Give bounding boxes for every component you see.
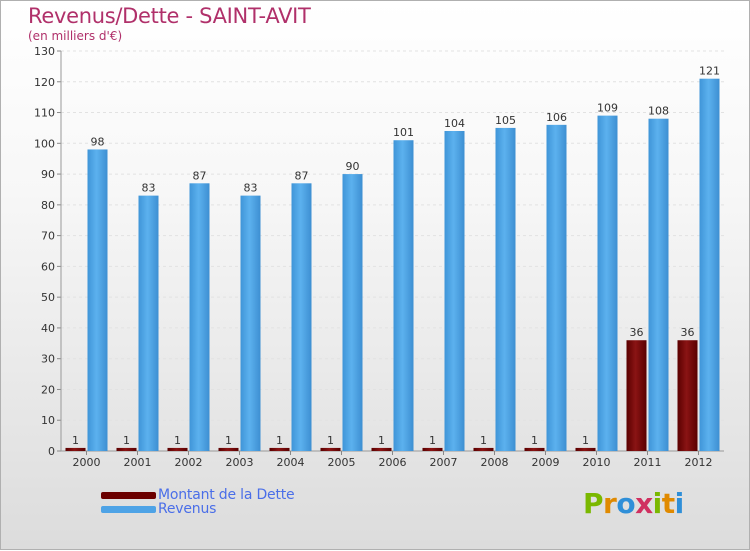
- y-tick-label: 120: [34, 76, 55, 89]
- data-label-revenus-2002: 87: [193, 169, 207, 182]
- data-label-revenus-2011: 108: [648, 105, 669, 118]
- y-tick-label: 90: [41, 168, 55, 181]
- bar-dette-2003: [218, 447, 239, 451]
- y-tick-label: 20: [41, 383, 55, 396]
- y-tick-label: 40: [41, 322, 55, 335]
- bar-revenus-2008: [495, 127, 516, 451]
- data-label-dette-2007: 1: [429, 434, 436, 447]
- bar-revenus-2010: [597, 115, 618, 451]
- y-tick-label: 100: [34, 137, 55, 150]
- x-tick-label-2000: 2000: [73, 456, 101, 469]
- data-label-revenus-2005: 90: [346, 160, 360, 173]
- x-tick-label-2005: 2005: [328, 456, 356, 469]
- x-tick-label-2007: 2007: [430, 456, 458, 469]
- data-label-revenus-2004: 87: [295, 169, 309, 182]
- legend-item-revenus: Revenus: [101, 501, 216, 517]
- bar-revenus-2007: [444, 131, 465, 451]
- data-label-dette-2001: 1: [123, 434, 130, 447]
- legend-item-dette: Montant de la Dette: [101, 487, 295, 503]
- bar-revenus-2001: [138, 195, 159, 451]
- bar-revenus-2002: [189, 183, 210, 452]
- data-label-dette-2011: 36: [630, 326, 644, 339]
- bar-dette-2009: [524, 447, 545, 451]
- bar-dette-2011: [626, 340, 647, 451]
- bar-dette-2007: [422, 447, 443, 451]
- y-tick-label: 0: [48, 445, 55, 458]
- bar-dette-2010: [575, 447, 596, 451]
- bar-dette-2005: [320, 447, 341, 451]
- bar-revenus-2005: [342, 174, 363, 452]
- y-tick-label: 60: [41, 260, 55, 273]
- x-tick-label-2006: 2006: [379, 456, 407, 469]
- data-label-dette-2005: 1: [327, 434, 334, 447]
- y-tick-label: 30: [41, 353, 55, 366]
- x-tick-label-2012: 2012: [685, 456, 713, 469]
- data-label-revenus-2012: 121: [699, 65, 720, 78]
- y-tick-label: 50: [41, 291, 55, 304]
- y-tick-label: 10: [41, 414, 55, 427]
- data-label-dette-2008: 1: [480, 434, 487, 447]
- legend-label-revenus: Revenus: [158, 501, 217, 517]
- x-tick-label-2011: 2011: [634, 456, 662, 469]
- bar-dette-2012: [677, 340, 698, 451]
- data-label-dette-2010: 1: [582, 434, 589, 447]
- bar-revenus-2004: [291, 183, 312, 452]
- data-label-dette-2006: 1: [378, 434, 385, 447]
- bar-revenus-2000: [87, 149, 108, 451]
- y-tick-label: 110: [34, 107, 55, 120]
- data-label-revenus-2008: 105: [495, 114, 516, 127]
- legend-label-dette: Montant de la Dette: [158, 487, 295, 503]
- x-tick-label-2003: 2003: [226, 456, 254, 469]
- data-label-dette-2000: 1: [72, 434, 79, 447]
- data-label-revenus-2009: 106: [546, 111, 567, 124]
- x-tick-label-2001: 2001: [124, 456, 152, 469]
- data-label-revenus-2003: 83: [244, 182, 258, 195]
- data-label-dette-2009: 1: [531, 434, 538, 447]
- data-label-dette-2004: 1: [276, 434, 283, 447]
- bar-dette-2008: [473, 447, 494, 451]
- bar-dette-2002: [167, 447, 188, 451]
- y-tick-label: 70: [41, 230, 55, 243]
- chart-subtitle: (en milliers d'€): [28, 29, 123, 43]
- x-tick-label-2009: 2009: [532, 456, 560, 469]
- legend-swatch-dette: [101, 491, 156, 499]
- proxiti-logo: Proxiti: [583, 487, 684, 520]
- bar-revenus-2003: [240, 195, 261, 451]
- bar-dette-2001: [116, 447, 137, 451]
- bar-revenus-2011: [648, 118, 669, 451]
- data-label-revenus-2006: 101: [393, 126, 414, 139]
- chart-title: Revenus/Dette - SAINT-AVIT: [28, 4, 311, 28]
- data-label-revenus-2000: 98: [91, 135, 105, 148]
- data-label-revenus-2010: 109: [597, 102, 618, 115]
- bar-revenus-2012: [699, 78, 720, 451]
- bar-dette-2000: [65, 447, 86, 451]
- x-tick-label-2002: 2002: [175, 456, 203, 469]
- x-tick-label-2004: 2004: [277, 456, 305, 469]
- data-label-dette-2002: 1: [174, 434, 181, 447]
- data-label-dette-2003: 1: [225, 434, 232, 447]
- legend-swatch-revenus: [101, 505, 156, 513]
- y-tick-label: 130: [34, 45, 55, 58]
- bar-revenus-2009: [546, 124, 567, 451]
- data-label-revenus-2007: 104: [444, 117, 465, 130]
- x-tick-label-2010: 2010: [583, 456, 611, 469]
- data-label-revenus-2001: 83: [142, 182, 156, 195]
- x-tick-label-2008: 2008: [481, 456, 509, 469]
- bar-revenus-2006: [393, 140, 414, 451]
- data-label-dette-2012: 36: [681, 326, 695, 339]
- y-tick-label: 80: [41, 199, 55, 212]
- bar-dette-2004: [269, 447, 290, 451]
- bar-dette-2006: [371, 447, 392, 451]
